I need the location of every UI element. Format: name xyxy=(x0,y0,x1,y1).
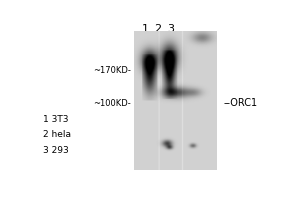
Text: 2: 2 xyxy=(154,24,161,34)
Text: 1 3T3: 1 3T3 xyxy=(43,115,69,124)
Text: 3: 3 xyxy=(167,24,174,34)
Text: ~100KD-: ~100KD- xyxy=(93,99,130,108)
Text: --ORC1: --ORC1 xyxy=(224,98,258,108)
Text: 1: 1 xyxy=(141,24,148,34)
Text: ~170KD-: ~170KD- xyxy=(93,66,130,75)
Text: 3 293: 3 293 xyxy=(43,146,69,155)
Text: 2 hela: 2 hela xyxy=(43,130,71,139)
